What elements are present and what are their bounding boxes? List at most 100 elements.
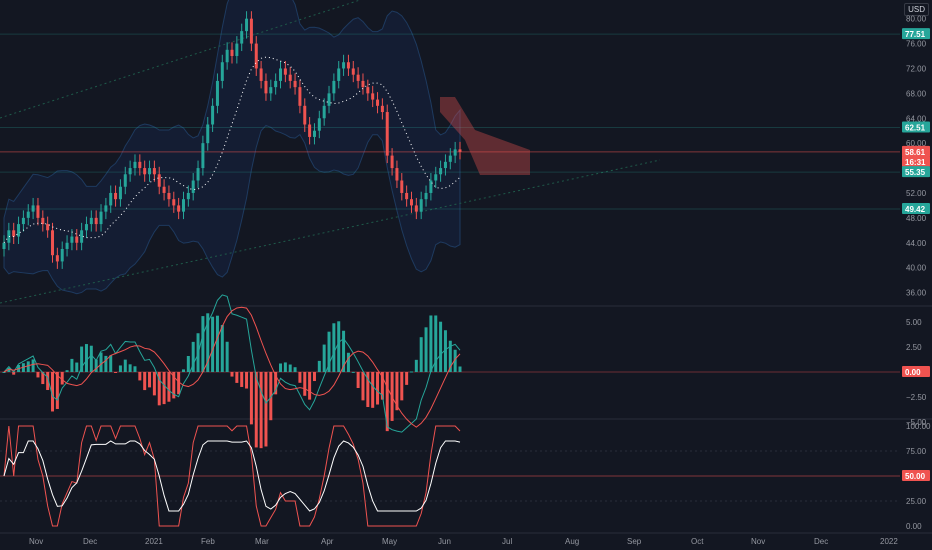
- candle-body: [453, 149, 457, 156]
- candle-body: [429, 180, 433, 193]
- price-axis[interactable]: 80.0076.0072.0068.0064.0060.0056.0052.00…: [902, 15, 931, 531]
- upper-trendline: [0, 0, 361, 119]
- stoch-tick-label: 0.00: [906, 522, 922, 531]
- candle-body: [346, 62, 350, 69]
- time-tick-label: Nov: [751, 537, 765, 546]
- macd-histogram-bar: [458, 366, 462, 372]
- macd-histogram-bar: [109, 355, 113, 372]
- macd-histogram-bar: [94, 359, 98, 372]
- macd-histogram-bar: [138, 372, 142, 381]
- price-tick-label: 48.00: [906, 214, 927, 223]
- candle-body: [230, 49, 234, 57]
- candle-body: [225, 49, 229, 63]
- candle-body: [395, 168, 399, 181]
- time-tick-label: Aug: [565, 537, 579, 546]
- price-badge: [902, 145, 930, 157]
- candle-body: [181, 199, 185, 212]
- macd-histogram-bar: [337, 321, 341, 372]
- candle-body: [366, 87, 370, 94]
- macd-histogram-bar: [434, 315, 438, 372]
- macd-histogram-bar: [133, 366, 137, 372]
- time-tick-label: Oct: [691, 537, 704, 546]
- macd-histogram-bar: [118, 365, 122, 372]
- candle-body: [279, 68, 283, 81]
- currency-badge[interactable]: USD: [904, 3, 929, 16]
- macd-histogram-bar: [51, 372, 55, 412]
- candle-body: [458, 149, 462, 152]
- macd-histogram-bar: [303, 372, 307, 396]
- stoch-mid-badge-label: 50.00: [905, 472, 926, 481]
- candle-body: [46, 224, 50, 231]
- time-tick-label: Mar: [255, 537, 269, 546]
- candle-body: [215, 80, 219, 106]
- macd-histogram-bar: [162, 372, 166, 405]
- stoch-tick-label: 25.00: [906, 497, 927, 506]
- candle-body: [434, 174, 438, 181]
- stoch-tick-label: 100.00: [906, 422, 931, 431]
- macd-histogram-bar: [114, 372, 118, 373]
- candle-body: [51, 230, 55, 256]
- candle-body: [361, 80, 365, 88]
- price-badge-label: 62.51: [905, 124, 926, 133]
- macd-histogram-bar: [225, 341, 229, 372]
- stochastic-panel[interactable]: [0, 425, 900, 527]
- signal-line: [3, 306, 461, 428]
- macd-histogram-bar: [177, 372, 181, 395]
- macd-histogram-bar: [104, 355, 108, 372]
- price-tick-label: 44.00: [906, 239, 927, 248]
- candle-body: [283, 68, 287, 75]
- macd-histogram-bar: [288, 364, 292, 372]
- time-axis[interactable]: Nov Dec 2021 Feb Mar Apr May Jun Jul Aug Sep Oct Nov…: [29, 537, 898, 546]
- price-badge: [902, 203, 930, 215]
- ichimoku-cloud-future: [440, 97, 530, 175]
- candle-body: [380, 105, 384, 113]
- price-badge: [902, 28, 930, 40]
- candle-body: [201, 143, 205, 169]
- macd-histogram-bar: [274, 372, 278, 395]
- macd-histogram-bar: [371, 372, 375, 408]
- macd-histogram-bar: [429, 315, 433, 372]
- candle-body: [240, 31, 244, 44]
- macd-histogram-bar: [215, 315, 219, 372]
- macd-histogram-bar: [283, 362, 287, 372]
- time-tick-label: May: [382, 537, 397, 546]
- macd-histogram-bar: [453, 349, 457, 372]
- macd-panel[interactable]: [0, 294, 900, 449]
- macd-histogram-bar: [75, 362, 79, 372]
- macd-histogram-bar: [123, 359, 127, 372]
- macd-histogram-bar: [230, 372, 234, 377]
- macd-histogram-bar: [181, 369, 185, 372]
- macd-histogram-bar: [245, 372, 249, 389]
- macd-histogram-bar: [259, 372, 263, 449]
- candle-body: [177, 205, 181, 212]
- price-badge: [902, 121, 930, 133]
- price-badge-label: 55.35: [905, 168, 926, 177]
- macd-histogram-bar: [128, 364, 132, 372]
- candle-body: [424, 192, 428, 200]
- macd-histogram-bar: [143, 372, 147, 391]
- candle-body: [167, 192, 171, 200]
- stoch-mid-badge: [902, 470, 930, 481]
- candle-body: [327, 93, 331, 106]
- price-badge-label: 77.51: [905, 30, 926, 39]
- time-tick-label: Dec: [814, 537, 828, 546]
- candle-body: [196, 168, 200, 181]
- candle-body: [99, 211, 103, 225]
- macd-histogram-bar: [167, 372, 171, 402]
- candle-body: [245, 18, 249, 32]
- macd-tick-label: −2.50: [906, 393, 927, 402]
- candle-body: [274, 80, 278, 88]
- macd-histogram-bar: [55, 372, 59, 409]
- candle-body: [303, 105, 307, 125]
- price-panel[interactable]: [0, 0, 900, 304]
- macd-histogram-bar: [157, 372, 161, 406]
- macd-histogram-bar: [448, 340, 452, 372]
- macd-histogram-bar: [332, 323, 336, 372]
- price-tick-label: 52.00: [906, 189, 927, 198]
- chart-grid: [0, 305, 932, 534]
- candle-body: [114, 192, 118, 200]
- price-tick-label: 60.00: [906, 139, 927, 148]
- candle-body: [337, 68, 341, 81]
- price-tick-label: 64.00: [906, 114, 927, 123]
